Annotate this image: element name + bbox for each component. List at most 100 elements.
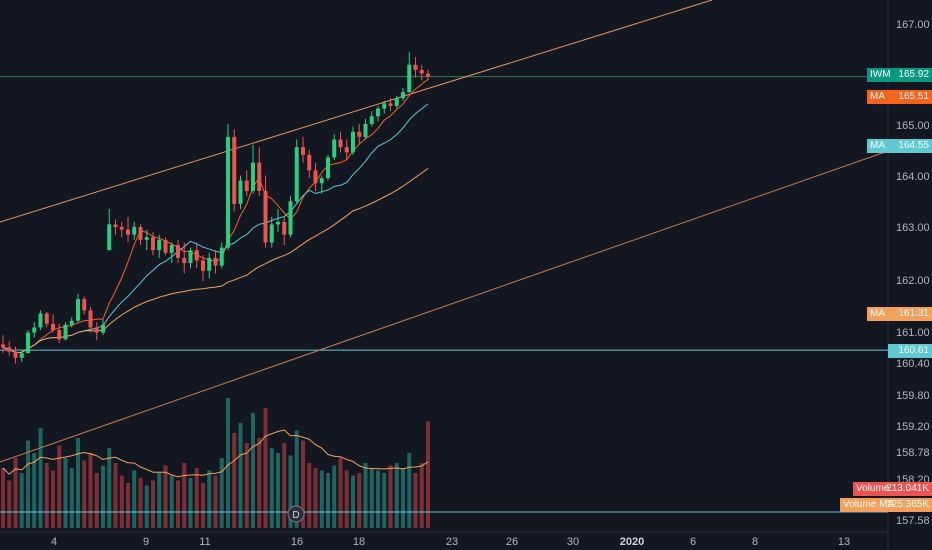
volume-bar: [94, 473, 99, 528]
candle-body[interactable]: [363, 124, 368, 137]
volume-bar: [13, 458, 18, 528]
candle-body[interactable]: [82, 299, 87, 311]
candle-body[interactable]: [226, 136, 230, 248]
candle-body[interactable]: [357, 131, 362, 137]
volume-bar: [219, 458, 224, 528]
candle-body[interactable]: [276, 221, 280, 225]
volume-bar: [44, 463, 49, 528]
ma-long-line: [2, 168, 429, 354]
candle-body[interactable]: [32, 327, 37, 333]
candle-body[interactable]: [13, 351, 18, 358]
candle-body[interactable]: [294, 147, 299, 202]
x-tick-label: 6: [690, 536, 696, 548]
candle-body[interactable]: [326, 157, 330, 179]
volume-bar: [426, 421, 430, 528]
volume-bar: [344, 470, 349, 528]
candle-body[interactable]: [107, 224, 112, 251]
candle-body[interactable]: [213, 257, 218, 266]
y-tick-label: 157.58: [896, 515, 930, 527]
candle-body[interactable]: [313, 170, 318, 184]
candle-body[interactable]: [26, 332, 30, 354]
volume-bar: [19, 473, 24, 528]
volume-bar: [163, 465, 168, 528]
candle-body[interactable]: [419, 69, 424, 74]
candle-body[interactable]: [207, 257, 212, 271]
candle-body[interactable]: [376, 108, 380, 117]
volume-bar: [338, 458, 343, 528]
candle-body[interactable]: [126, 229, 130, 235]
candle-body[interactable]: [113, 224, 118, 227]
volume-bar: [369, 468, 374, 528]
candle-body[interactable]: [38, 313, 43, 328]
plot-area[interactable]: [0, 0, 888, 532]
volume-bar: [213, 475, 218, 528]
candle-body[interactable]: [163, 239, 168, 253]
candle-body[interactable]: [69, 320, 74, 325]
volume-bar: [151, 480, 155, 528]
candle-body[interactable]: [369, 116, 374, 124]
candle-body[interactable]: [257, 162, 262, 191]
candle-body[interactable]: [232, 136, 237, 204]
candle-body[interactable]: [394, 98, 399, 106]
candle-body[interactable]: [244, 180, 249, 191]
candle-body[interactable]: [307, 154, 312, 171]
trendline-lower[interactable]: [0, 150, 889, 463]
candle-body[interactable]: [351, 131, 355, 153]
candle-body[interactable]: [88, 310, 93, 328]
volume-bar: [32, 453, 37, 528]
candle-body[interactable]: [319, 178, 324, 184]
candle-body[interactable]: [57, 330, 62, 340]
candle-body[interactable]: [251, 162, 255, 191]
candle-body[interactable]: [201, 260, 205, 271]
candle-body[interactable]: [182, 257, 187, 264]
candle-body[interactable]: [119, 227, 124, 230]
candle-body[interactable]: [426, 73, 430, 77]
candle-body[interactable]: [282, 221, 287, 235]
y-tick-label: 161.00: [896, 327, 930, 339]
candle-body[interactable]: [7, 347, 12, 352]
candle-body[interactable]: [151, 237, 155, 251]
candle-body[interactable]: [288, 201, 293, 235]
candle-body[interactable]: [388, 103, 393, 106]
trendline-upper[interactable]: [0, 0, 713, 223]
candle-body[interactable]: [138, 227, 143, 240]
candle-body[interactable]: [382, 103, 387, 109]
candle-body[interactable]: [407, 64, 412, 93]
candle-body[interactable]: [188, 250, 193, 264]
dividend-marker[interactable]: D: [287, 505, 305, 523]
candle-body[interactable]: [19, 353, 24, 358]
candle-body[interactable]: [51, 323, 55, 330]
candle-body[interactable]: [301, 147, 305, 155]
volume-bar: [82, 460, 87, 528]
price-tag-volume: Volume 213.041K: [853, 482, 932, 496]
candle-body[interactable]: [44, 313, 49, 324]
candle-body[interactable]: [101, 324, 105, 333]
candle-body[interactable]: [76, 299, 80, 321]
y-tick-label: 159.20: [896, 421, 930, 433]
volume-bar: [388, 465, 393, 528]
candle-body[interactable]: [338, 139, 343, 148]
candle-body[interactable]: [1, 344, 5, 348]
candle-body[interactable]: [269, 224, 274, 243]
candle-body[interactable]: [238, 180, 243, 204]
volume-bar: [376, 470, 380, 528]
candle-body[interactable]: [169, 245, 174, 253]
volume-bar: [201, 483, 205, 528]
candle-body[interactable]: [219, 247, 224, 266]
candle-body[interactable]: [63, 324, 68, 340]
candle-body[interactable]: [413, 64, 418, 70]
candle-body[interactable]: [344, 147, 349, 153]
candle-body[interactable]: [94, 327, 99, 333]
candle-body[interactable]: [144, 237, 149, 240]
candle-body[interactable]: [176, 245, 180, 258]
candle-body[interactable]: [132, 227, 137, 235]
candle-body[interactable]: [401, 92, 405, 99]
candle-body[interactable]: [332, 139, 337, 158]
candle-body[interactable]: [157, 239, 162, 251]
volume-bar: [357, 473, 362, 528]
candle-body[interactable]: [194, 250, 199, 261]
volume-bar: [126, 483, 130, 528]
candle-body[interactable]: [263, 190, 268, 243]
